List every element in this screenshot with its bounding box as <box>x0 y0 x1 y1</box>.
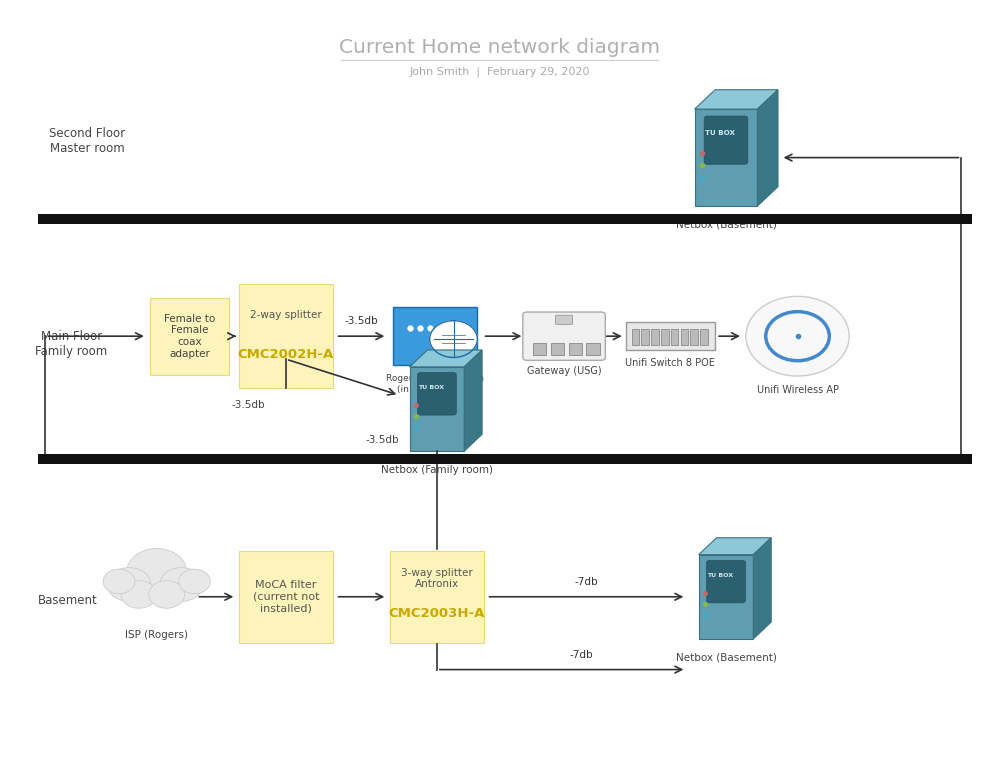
Polygon shape <box>694 109 757 206</box>
Circle shape <box>103 569 135 594</box>
Text: Unifi Switch 8 POE: Unifi Switch 8 POE <box>625 357 715 367</box>
Text: 2-way splitter: 2-way splitter <box>250 310 322 320</box>
FancyBboxPatch shape <box>670 329 678 345</box>
Text: 3-way splitter
Antronix: 3-way splitter Antronix <box>401 567 473 589</box>
FancyBboxPatch shape <box>38 454 972 464</box>
FancyBboxPatch shape <box>680 329 688 345</box>
Text: Current Home network diagram: Current Home network diagram <box>339 38 660 56</box>
FancyBboxPatch shape <box>690 329 698 345</box>
Circle shape <box>107 567 151 601</box>
Circle shape <box>430 320 478 357</box>
Circle shape <box>149 581 185 608</box>
Text: ISP (Rogers): ISP (Rogers) <box>125 631 188 641</box>
Text: CMC2002H-A: CMC2002H-A <box>238 348 334 361</box>
FancyBboxPatch shape <box>631 329 639 345</box>
Polygon shape <box>410 367 465 451</box>
Text: CMC2003H-A: CMC2003H-A <box>389 607 486 620</box>
Circle shape <box>746 296 849 376</box>
Text: Netbox (Basement): Netbox (Basement) <box>675 220 776 230</box>
FancyBboxPatch shape <box>550 344 564 355</box>
FancyBboxPatch shape <box>38 215 972 225</box>
Polygon shape <box>698 554 753 639</box>
Polygon shape <box>410 350 483 367</box>
FancyBboxPatch shape <box>661 329 668 345</box>
Text: Rogers Hitron Modem
(in bridge mode): Rogers Hitron Modem (in bridge mode) <box>386 374 484 394</box>
Text: Netbox (Basement): Netbox (Basement) <box>675 652 776 662</box>
FancyBboxPatch shape <box>700 329 707 345</box>
Text: -3.5db: -3.5db <box>232 400 265 410</box>
FancyBboxPatch shape <box>586 344 599 355</box>
Polygon shape <box>465 350 483 451</box>
Text: John Smith  |  February 29, 2020: John Smith | February 29, 2020 <box>410 66 589 77</box>
Text: Gateway (USG): Gateway (USG) <box>526 367 601 377</box>
FancyBboxPatch shape <box>706 560 745 603</box>
Text: TU BOX: TU BOX <box>707 573 733 578</box>
FancyBboxPatch shape <box>641 329 649 345</box>
FancyBboxPatch shape <box>522 312 605 361</box>
Text: -7db: -7db <box>574 577 598 587</box>
FancyBboxPatch shape <box>418 373 457 415</box>
Text: TU BOX: TU BOX <box>419 385 445 391</box>
Text: Basement: Basement <box>38 594 97 607</box>
FancyBboxPatch shape <box>532 344 546 355</box>
Circle shape <box>121 581 157 608</box>
FancyBboxPatch shape <box>239 284 333 388</box>
Text: MoCA filter
(current not
installed): MoCA filter (current not installed) <box>253 581 319 614</box>
FancyBboxPatch shape <box>568 344 582 355</box>
FancyBboxPatch shape <box>704 116 748 164</box>
FancyBboxPatch shape <box>555 315 572 324</box>
Circle shape <box>179 569 211 594</box>
Polygon shape <box>757 90 778 206</box>
Circle shape <box>160 567 204 601</box>
Text: Unifi Wireless AP: Unifi Wireless AP <box>756 385 838 395</box>
Text: -3.5db: -3.5db <box>366 435 399 445</box>
FancyBboxPatch shape <box>150 298 230 374</box>
Polygon shape <box>753 538 771 639</box>
FancyBboxPatch shape <box>390 550 485 643</box>
FancyBboxPatch shape <box>626 323 714 350</box>
Text: Netbox (Family room): Netbox (Family room) <box>381 465 493 475</box>
Polygon shape <box>698 538 771 554</box>
Text: -7db: -7db <box>569 650 593 660</box>
FancyBboxPatch shape <box>393 307 478 365</box>
Text: Main Floor
Family room: Main Floor Family room <box>35 330 108 358</box>
Polygon shape <box>694 90 778 109</box>
Text: TU BOX: TU BOX <box>704 130 734 137</box>
FancyBboxPatch shape <box>651 329 658 345</box>
FancyBboxPatch shape <box>239 550 333 643</box>
Text: -3.5db: -3.5db <box>345 317 379 327</box>
Circle shape <box>127 548 187 594</box>
Text: Female to
Female
coax
adapter: Female to Female coax adapter <box>164 313 215 358</box>
Text: Second Floor
Master room: Second Floor Master room <box>49 127 125 154</box>
